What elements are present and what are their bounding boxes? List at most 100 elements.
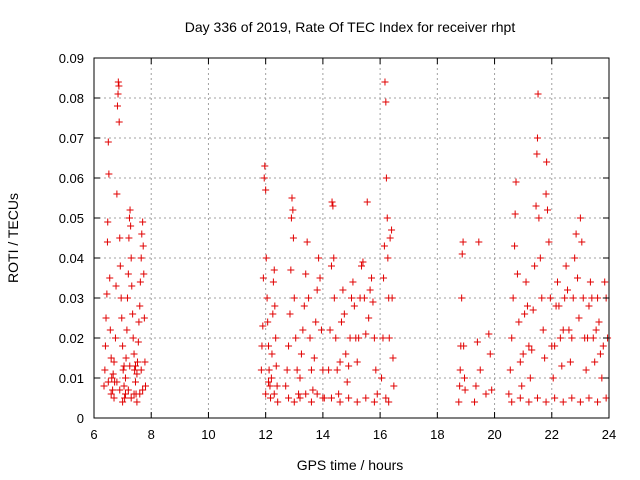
data-point xyxy=(568,334,576,342)
data-point xyxy=(511,242,519,250)
data-point xyxy=(390,382,398,390)
data-point xyxy=(516,358,524,366)
data-point xyxy=(386,234,394,242)
y-tick-label: 0.08 xyxy=(59,91,84,106)
data-point xyxy=(121,374,129,382)
data-point xyxy=(131,366,139,374)
data-point xyxy=(339,286,347,294)
data-point xyxy=(119,366,127,374)
data-point xyxy=(309,386,317,394)
data-point xyxy=(259,322,267,330)
data-point xyxy=(107,354,115,362)
data-point xyxy=(360,294,368,302)
data-point xyxy=(388,294,396,302)
grid xyxy=(94,58,609,418)
data-point xyxy=(313,286,321,294)
data-point xyxy=(139,386,147,394)
data-point xyxy=(133,358,141,366)
data-point xyxy=(526,374,534,382)
data-point xyxy=(139,242,147,250)
data-point xyxy=(372,366,380,374)
data-point xyxy=(110,394,118,402)
data-point xyxy=(300,302,308,310)
data-point xyxy=(328,198,336,206)
data-point xyxy=(121,390,129,398)
y-tick-label: 0.01 xyxy=(59,371,84,386)
data-point xyxy=(128,282,136,290)
data-point xyxy=(592,326,600,334)
data-point xyxy=(458,250,466,258)
data-point xyxy=(525,398,533,406)
data-point xyxy=(380,242,388,250)
data-point xyxy=(512,178,520,186)
data-point xyxy=(110,358,118,366)
data-point xyxy=(109,386,117,394)
data-point xyxy=(325,366,333,374)
data-point xyxy=(116,234,124,242)
data-point xyxy=(531,262,539,270)
data-point xyxy=(273,382,281,390)
data-point xyxy=(594,398,602,406)
data-point xyxy=(543,206,551,214)
x-tick-label: 18 xyxy=(430,427,444,442)
data-point xyxy=(330,294,338,302)
data-point xyxy=(533,394,541,402)
data-point xyxy=(140,270,148,278)
data-point xyxy=(307,366,315,374)
data-point xyxy=(307,398,315,406)
data-point xyxy=(389,354,397,362)
data-point xyxy=(482,390,490,398)
data-point xyxy=(383,214,391,222)
data-point xyxy=(326,326,334,334)
data-point xyxy=(104,138,112,146)
data-point xyxy=(545,238,553,246)
y-tick-label: 0.05 xyxy=(59,211,84,226)
data-point xyxy=(121,394,129,402)
data-point xyxy=(508,334,516,342)
y-tick-label: 0.02 xyxy=(59,331,84,346)
data-point xyxy=(286,310,294,318)
data-point xyxy=(111,334,119,342)
data-point xyxy=(105,170,113,178)
data-point xyxy=(561,294,569,302)
data-point xyxy=(297,350,305,358)
data-point xyxy=(136,302,144,310)
data-point xyxy=(370,398,378,406)
data-point xyxy=(554,278,561,286)
data-point xyxy=(518,382,526,390)
y-tick-labels: 0 0.01 0.02 0.03 0.04 0.05 0.06 0.07 0.08 0.09 xyxy=(59,51,84,426)
data-point xyxy=(287,214,295,222)
y-axis-title: ROTI / TECUs xyxy=(5,193,21,283)
data-point xyxy=(513,270,521,278)
data-point xyxy=(382,394,390,402)
data-point xyxy=(333,366,341,374)
data-point xyxy=(549,374,557,382)
data-point xyxy=(101,342,109,350)
data-point xyxy=(317,326,325,334)
data-point xyxy=(270,390,278,398)
data-point xyxy=(381,78,389,86)
data-point xyxy=(564,286,572,294)
data-point xyxy=(576,214,584,222)
data-point xyxy=(287,266,295,274)
data-point xyxy=(267,374,275,382)
data-point xyxy=(519,350,527,358)
data-point xyxy=(471,398,479,406)
x-tick-label: 10 xyxy=(201,427,215,442)
data-point xyxy=(114,78,122,86)
data-point xyxy=(139,218,147,226)
data-point xyxy=(380,274,388,282)
data-point xyxy=(486,350,494,358)
data-point xyxy=(455,398,463,406)
data-point xyxy=(569,294,577,302)
data-point xyxy=(285,394,293,402)
data-point xyxy=(137,366,145,374)
data-point xyxy=(319,394,327,402)
data-point xyxy=(122,354,130,362)
data-point xyxy=(260,174,268,182)
data-point xyxy=(542,398,550,406)
data-point xyxy=(305,294,313,302)
y-tick-label: 0 xyxy=(77,411,84,426)
data-points xyxy=(100,78,612,406)
data-point xyxy=(312,318,320,326)
